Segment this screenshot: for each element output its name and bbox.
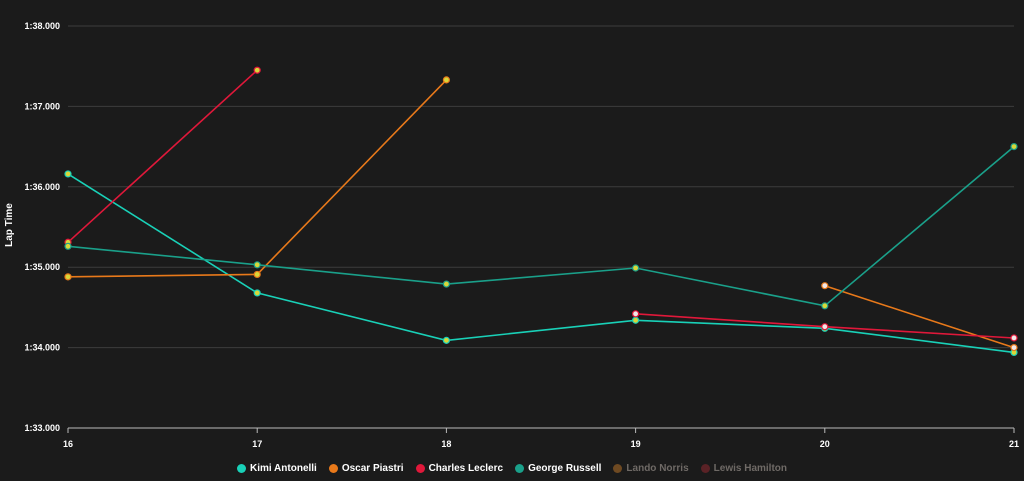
y-tick-label: 1:37.000 — [24, 101, 60, 111]
data-point[interactable] — [253, 261, 261, 269]
data-point[interactable] — [253, 270, 261, 279]
data-point[interactable] — [442, 76, 450, 84]
legend-label: Lewis Hamilton — [713, 462, 788, 474]
x-tick-label: 21 — [1009, 439, 1019, 449]
legend-swatch — [613, 463, 623, 473]
legend-swatch — [328, 463, 338, 473]
series-oscar-piastri — [64, 76, 1018, 352]
y-tick-label: 1:38.000 — [24, 21, 60, 31]
legend-swatch — [700, 463, 710, 473]
legend-item-charles-leclerc[interactable]: Charles Leclerc — [415, 462, 504, 474]
legend-label: Lando Norris — [626, 462, 689, 474]
y-tick-label: 1:34.000 — [24, 343, 60, 353]
legend-item-lewis-hamilton[interactable]: Lewis Hamilton — [700, 462, 788, 474]
data-point[interactable] — [1010, 143, 1018, 151]
data-point[interactable] — [821, 302, 829, 310]
series-line — [67, 79, 447, 278]
chart-legend: Kimi Antonelli Oscar Piastri Charles Lecle… — [0, 460, 1024, 476]
data-point[interactable] — [64, 273, 72, 281]
legend-label: George Russell — [528, 462, 602, 474]
x-tick-label: 19 — [631, 439, 641, 449]
legend-label: Kimi Antonelli — [249, 462, 317, 474]
legend-item-lando-norris[interactable]: Lando Norris — [613, 462, 689, 474]
legend-swatch — [415, 463, 425, 473]
series-kimi-antonelli — [64, 170, 1018, 357]
data-point[interactable] — [442, 280, 450, 288]
legend-item-oscar-piastri[interactable]: Oscar Piastri — [328, 462, 404, 474]
y-tick-label: 1:36.000 — [24, 182, 60, 192]
series-line — [824, 284, 1015, 349]
data-point[interactable] — [631, 316, 640, 324]
x-tick-layer: 16 17 18 19 20 21 — [63, 427, 1019, 449]
y-tick-layer: 1:33.000 1:34.000 1:35.000 1:36.000 1:37.000… — [24, 21, 60, 433]
y-tick-label: 1:35.000 — [24, 262, 60, 272]
data-point[interactable] — [64, 242, 72, 250]
data-point[interactable] — [1010, 334, 1018, 342]
data-point[interactable] — [821, 282, 829, 290]
legend-item-kimi-antonelli[interactable]: Kimi Antonelli — [236, 462, 317, 474]
series-layer — [64, 66, 1018, 357]
data-point[interactable] — [821, 323, 829, 331]
x-tick-label: 17 — [252, 439, 262, 449]
y-axis-title: Lap Time — [4, 203, 15, 247]
data-point[interactable] — [1010, 344, 1018, 352]
y-tick-label: 1:33.000 — [24, 423, 60, 433]
legend-swatch — [515, 463, 525, 473]
data-point[interactable] — [631, 264, 640, 272]
x-tick-label: 18 — [441, 439, 451, 449]
legend-label: Charles Leclerc — [428, 462, 504, 474]
data-point[interactable] — [631, 310, 640, 318]
series-line — [67, 145, 1015, 307]
data-point[interactable] — [253, 289, 261, 297]
legend-label: Oscar Piastri — [341, 462, 404, 474]
legend-swatch — [236, 463, 246, 473]
grid-layer — [68, 25, 1014, 429]
x-tick-label: 20 — [820, 439, 830, 449]
lap-time-chart: 1:33.000 1:34.000 1:35.000 1:36.000 1:37.000… — [4, 21, 1019, 449]
data-point[interactable] — [64, 170, 72, 178]
legend-item-george-russell[interactable]: George Russell — [515, 463, 601, 474]
series-line — [67, 69, 258, 243]
data-point[interactable] — [253, 66, 261, 74]
series-george-russell — [64, 143, 1018, 310]
series-charles-leclerc — [64, 66, 1018, 342]
series-line — [67, 173, 1015, 354]
x-tick-label: 16 — [63, 439, 73, 449]
data-point[interactable] — [442, 336, 450, 344]
